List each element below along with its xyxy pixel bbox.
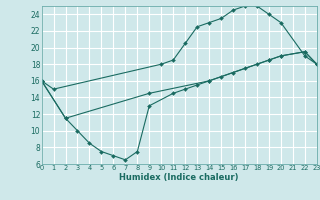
X-axis label: Humidex (Indice chaleur): Humidex (Indice chaleur) (119, 173, 239, 182)
